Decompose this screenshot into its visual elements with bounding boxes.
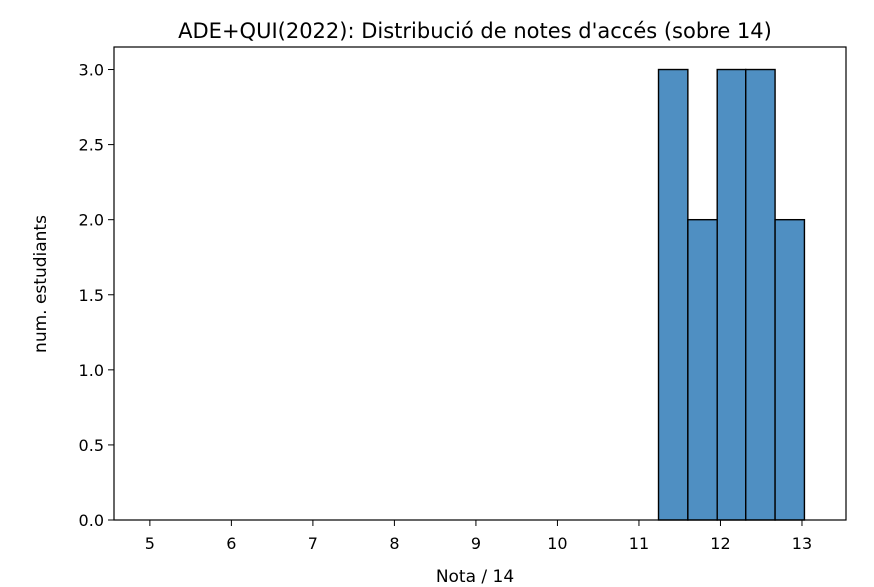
x-tick-label: 11 [629, 534, 649, 553]
bars-layer [657, 68, 806, 521]
histogram-bar [687, 218, 718, 521]
x-tick-label: 13 [792, 534, 812, 553]
x-tick-label: 12 [710, 534, 730, 553]
y-tick-label: 1.0 [79, 361, 104, 380]
y-tick-label: 0.5 [79, 436, 104, 455]
y-tick-label: 0.0 [79, 511, 104, 530]
x-tick-label: 10 [547, 534, 567, 553]
y-tick-label: 3.0 [79, 61, 104, 80]
y-axis-ticks: 0.0 0.5 1.0 1.5 2.0 2.5 3.0 [79, 61, 114, 530]
x-tick-label: 7 [308, 534, 318, 553]
y-tick-label: 2.0 [79, 211, 104, 230]
histogram-bar [774, 218, 806, 521]
x-tick-label: 6 [226, 534, 236, 553]
x-axis-ticks: 5 6 7 8 9 10 11 12 13 [145, 520, 812, 553]
y-tick-label: 2.5 [79, 136, 104, 155]
x-axis-label: Nota / 14 [436, 567, 514, 587]
chart-title: ADE+QUI(2022): Distribució de notes d'ac… [178, 19, 772, 43]
x-tick-label: 9 [471, 534, 481, 553]
x-tick-label: 8 [389, 534, 399, 553]
histogram-bar [716, 68, 747, 521]
histogram-bar [657, 68, 689, 521]
x-tick-label: 5 [145, 534, 155, 553]
plot-frame [113, 46, 847, 521]
y-axis-label: num. estudiants [31, 215, 51, 353]
y-tick-label: 1.5 [79, 286, 104, 305]
histogram-bar [745, 68, 776, 521]
